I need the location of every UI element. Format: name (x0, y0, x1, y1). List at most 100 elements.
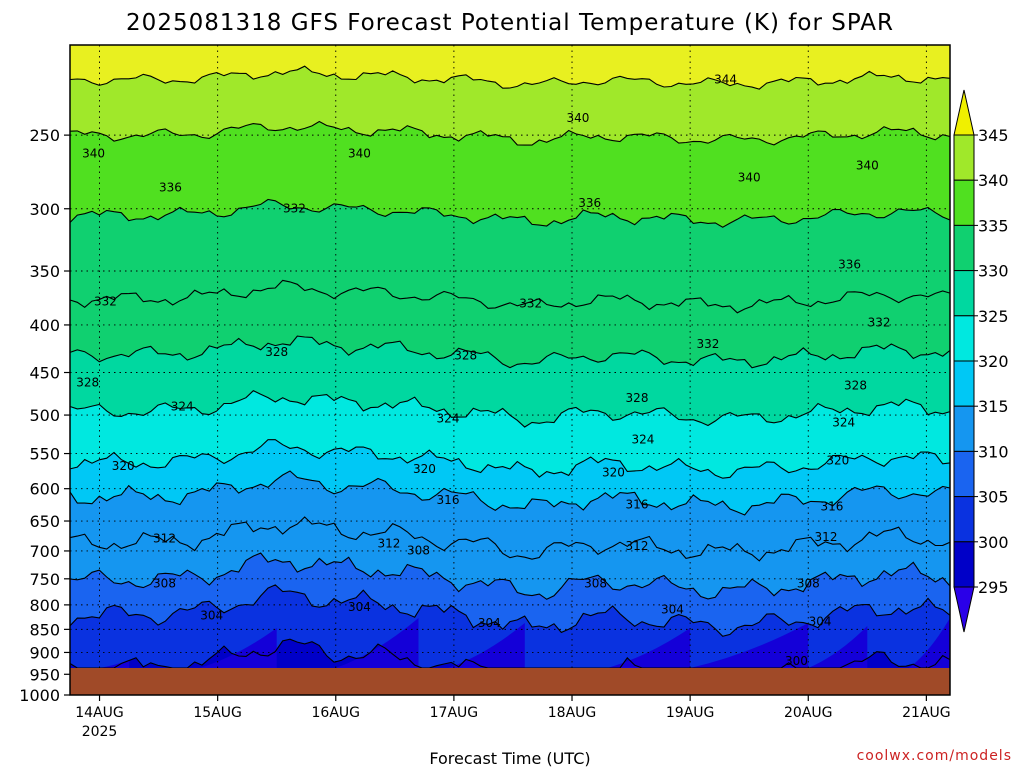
contour-label: 320 (112, 459, 135, 473)
colorbar-swatch (953, 360, 975, 407)
cold-pool (99, 660, 130, 668)
colorbar-label: 310 (978, 442, 1009, 461)
contour-label: 332 (94, 295, 117, 309)
contour-label: 308 (153, 577, 176, 591)
y-tick-label: 500 (29, 406, 60, 425)
x-tick-sublabel: 2025 (82, 724, 118, 740)
y-tick-label: 900 (29, 643, 60, 662)
contour-line-336 (69, 198, 951, 228)
colorbar-swatch (953, 270, 975, 317)
contour-label: 340 (348, 147, 371, 161)
x-tick-label: 21AUG (902, 705, 951, 721)
colorbar-label: 340 (978, 171, 1009, 190)
contour-label: 304 (348, 600, 371, 614)
colorbar: 295 300 305 310 315 320 325 330 335 340 345 (953, 89, 1009, 633)
cold-pool (448, 623, 525, 668)
contour-label: 320 (602, 465, 625, 479)
contour-label: 304 (200, 608, 223, 622)
contour-label: 344 (714, 72, 737, 86)
contour-label: 332 (519, 297, 542, 311)
contour-label: 324 (832, 416, 855, 430)
y-tick-label: 850 (29, 620, 60, 639)
contour-label: 328 (626, 391, 649, 405)
contour-label: 324 (437, 412, 460, 426)
contour-lines (69, 65, 951, 669)
contour-label: 332 (868, 315, 891, 329)
x-tick-label: 18AUG (548, 705, 597, 721)
contour-label: 324 (631, 433, 654, 447)
y-tick-label: 250 (29, 126, 60, 145)
contour-label: 336 (838, 258, 861, 272)
x-axis: 14AUG 2025 15AUG 16AUG 17AUG 18AUG 19AUG 20AUG 2… (75, 695, 951, 740)
contour-line-316 (69, 470, 951, 516)
contour-label: 332 (283, 201, 306, 215)
x-tick-label: 19AUG (666, 705, 715, 721)
contour-label: 312 (377, 537, 400, 551)
contour-label: 328 (76, 376, 99, 390)
contour-line-328 (69, 335, 951, 369)
contour-line-340 (69, 120, 951, 146)
cold-pool (607, 628, 691, 668)
x-tick-label: 17AUG (430, 705, 479, 721)
grid-lines (70, 45, 950, 675)
contour-label: 336 (159, 181, 182, 195)
contour-line-332 (69, 279, 951, 314)
colorbar-label: 315 (978, 397, 1009, 416)
contour-label: 304 (478, 616, 501, 630)
source-credit[interactable]: coolwx.com/models (857, 748, 1012, 764)
colorbar-over-arrow (953, 89, 975, 136)
contour-line-308 (69, 552, 951, 600)
plot-frame (69, 44, 951, 696)
contour-line-320 (69, 439, 951, 479)
y-tick-label: 750 (29, 570, 60, 589)
contour-label: 308 (407, 544, 430, 558)
colorbar-label: 325 (978, 307, 1009, 326)
contour-label: 304 (661, 602, 684, 616)
colorbar-under-arrow (953, 586, 975, 633)
colorbar-swatch (953, 541, 975, 588)
colorbar-label: 300 (978, 533, 1009, 552)
contour-label: 340 (82, 147, 105, 161)
y-tick-label: 700 (29, 542, 60, 561)
y-tick-label: 400 (29, 316, 60, 335)
colorbar-swatch (953, 179, 975, 226)
contour-label: 316 (820, 500, 843, 514)
y-axis: 250 300 350 400 450 500 550 600 650 700 750 800 850 9… (19, 126, 70, 705)
contour-label: 316 (437, 493, 460, 507)
colorbar-label: 305 (978, 488, 1009, 507)
colorbar-label: 320 (978, 352, 1009, 371)
colorbar-swatch (953, 450, 975, 498)
cold-pool (908, 618, 950, 668)
contour-line-344 (69, 65, 951, 90)
x-tick-label: 14AUG (75, 705, 124, 721)
chart-title: 2025081318 GFS Forecast Potential Temper… (126, 10, 894, 36)
contour-label: 312 (626, 539, 649, 553)
y-tick-label: 950 (29, 665, 60, 684)
contour-line-304 (69, 584, 951, 637)
cold-pool (199, 628, 277, 668)
contour-label: 340 (566, 111, 589, 125)
colorbar-swatch (953, 224, 975, 272)
y-tick-label: 650 (29, 512, 60, 531)
ground-band (70, 668, 950, 695)
colorbar-label: 330 (978, 262, 1009, 281)
y-tick-label: 550 (29, 445, 60, 464)
contour-label: 320 (826, 453, 849, 467)
cold-pool (690, 623, 809, 668)
y-tick-label: 300 (29, 200, 60, 219)
colorbar-swatch (953, 496, 975, 543)
contour-label: 308 (584, 577, 607, 591)
contour-line-312 (69, 516, 951, 562)
x-tick-label: 16AUG (312, 705, 361, 721)
contour-label: 300 (785, 654, 808, 668)
colorbar-label: 335 (978, 216, 1009, 235)
contour-label: 328 (454, 349, 477, 363)
contour-label: 312 (815, 530, 838, 544)
contour-label: 316 (626, 498, 649, 512)
contour-label: 340 (738, 171, 761, 185)
contour-label: 332 (696, 337, 719, 351)
contour-label: 308 (797, 577, 820, 591)
contour-label: 336 (578, 196, 601, 210)
y-tick-label: 1000 (19, 686, 60, 705)
